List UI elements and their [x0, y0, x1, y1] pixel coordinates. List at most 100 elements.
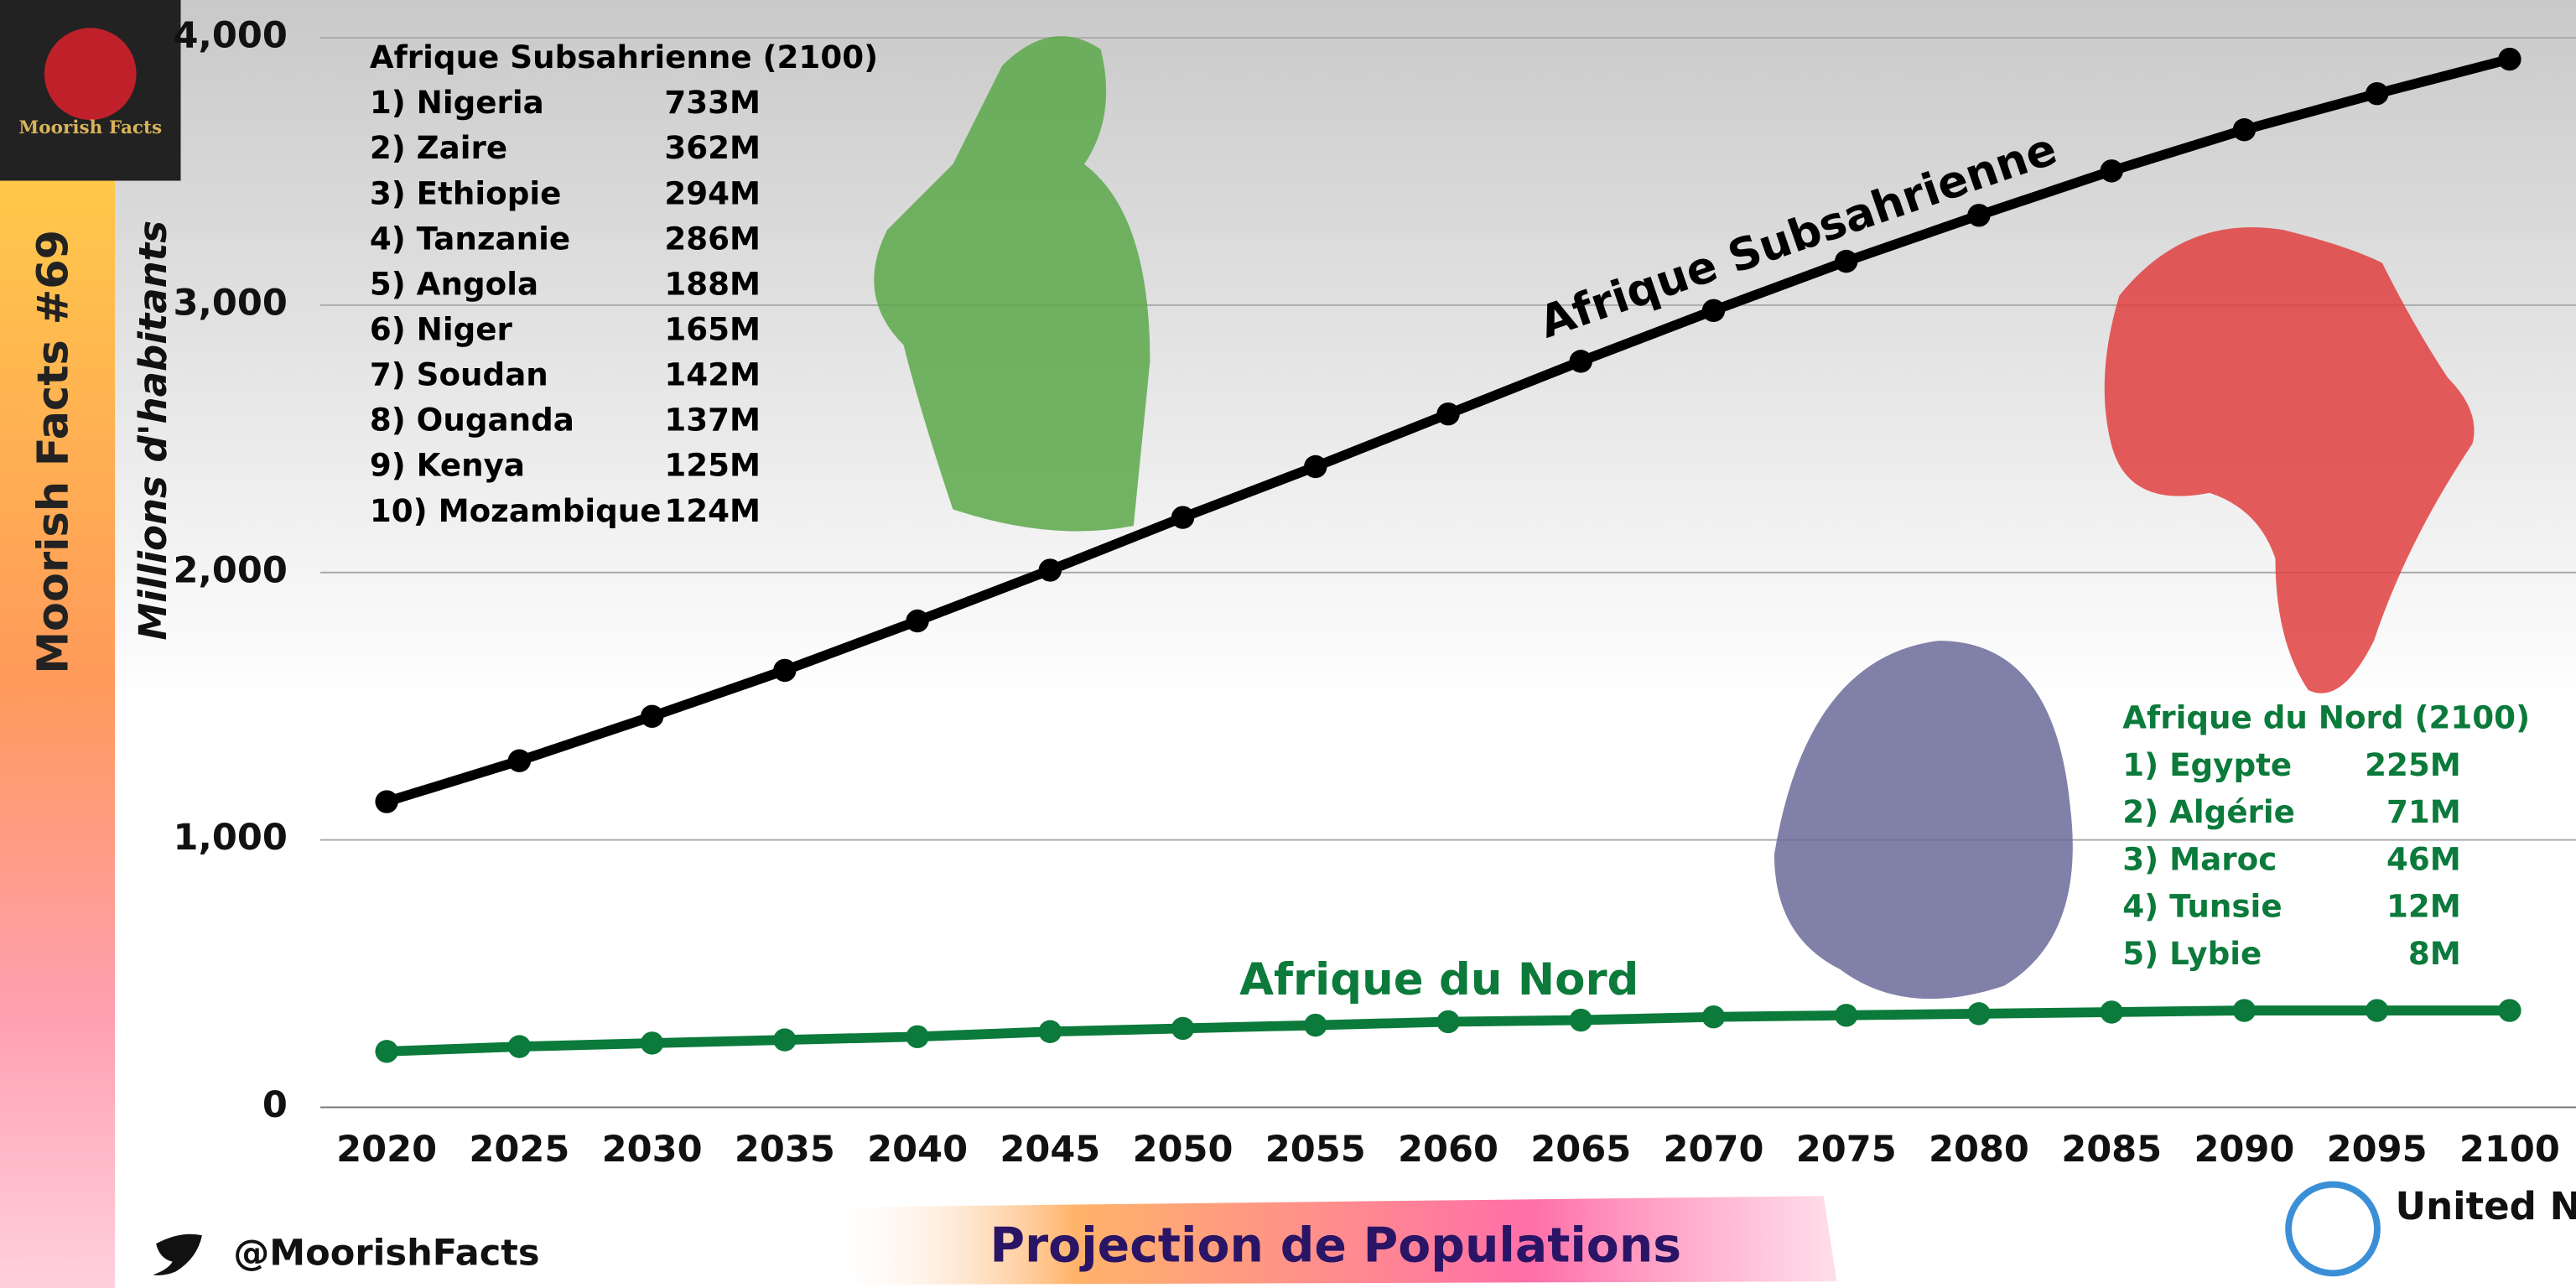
table-title: Afrique Subsahrienne (2100): [370, 39, 878, 75]
data-point: [906, 1025, 929, 1049]
data-point: [2232, 999, 2257, 1022]
x-tick-label: 2085: [2061, 1129, 2162, 1171]
data-point: [1569, 350, 1592, 373]
data-point: [1967, 204, 1991, 227]
data-point: [1038, 1020, 1062, 1043]
table-name: 10) Mozambique: [370, 492, 662, 529]
x-tick-label: 2020: [336, 1129, 437, 1171]
table-name: 9) Kenya: [370, 447, 525, 484]
data-point: [1436, 402, 1460, 426]
x-tick-label: 2065: [1530, 1129, 1631, 1171]
table-value: 12M: [2386, 888, 2461, 925]
x-tick-label: 2025: [469, 1129, 569, 1171]
x-tick-label: 2080: [1929, 1129, 2029, 1171]
un-logo: [2285, 1181, 2381, 1277]
data-point: [1701, 1005, 1726, 1029]
data-point: [2498, 47, 2521, 71]
data-point: [375, 790, 398, 813]
table-name: 7) Soudan: [370, 356, 548, 393]
table-name: 1) Nigeria: [370, 84, 544, 121]
data-point: [1569, 1008, 1592, 1032]
illustration-africa: [2104, 227, 2475, 693]
side-strip: [0, 180, 116, 1288]
x-tick-label: 2100: [2459, 1129, 2560, 1171]
data-point: [1038, 558, 1062, 582]
table-name: 3) Maroc: [2122, 840, 2277, 877]
data-point: [2365, 81, 2389, 106]
table-value: 165M: [664, 310, 761, 347]
y-tick-label: 2,000: [174, 549, 288, 591]
table-value: 124M: [664, 492, 761, 529]
table-name: 5) Angola: [370, 265, 538, 302]
table-name: 3) Ethiopie: [370, 174, 562, 211]
data-point: [1304, 454, 1327, 479]
twitter-icon: [153, 1233, 202, 1275]
table-value: 225M: [2365, 746, 2461, 783]
table-name: 4) Tunsie: [2122, 888, 2282, 925]
series-label: Afrique du Nord: [1239, 954, 1639, 1005]
y-tick-label: 3,000: [174, 282, 288, 324]
x-tick-label: 2035: [735, 1129, 835, 1171]
table-title: Afrique du Nord (2100): [2122, 699, 2530, 736]
data-point: [1304, 1013, 1327, 1037]
x-tick-label: 2060: [1398, 1129, 1498, 1171]
data-point: [1436, 1010, 1460, 1034]
source: United Nations: [2395, 1184, 2576, 1228]
table-value: 733M: [664, 84, 761, 121]
data-point: [1967, 1002, 1991, 1026]
data-point: [2232, 118, 2257, 142]
x-tick-label: 2040: [867, 1129, 968, 1171]
table-value: 125M: [664, 447, 761, 484]
data-point: [773, 1028, 797, 1052]
table-name: 2) Zaire: [370, 129, 507, 166]
data-point: [2100, 1000, 2123, 1024]
table-name: 5) Lybie: [2122, 935, 2262, 972]
x-tick-label: 2050: [1133, 1129, 1233, 1171]
logo-text: Moorish Facts: [18, 117, 162, 138]
x-tick-label: 2075: [1796, 1129, 1897, 1171]
x-tick-label: 2030: [602, 1129, 703, 1171]
data-point: [1171, 1016, 1195, 1041]
table-value: 362M: [664, 129, 761, 166]
data-point: [2498, 999, 2521, 1022]
illustration-elder: [1774, 641, 2073, 1000]
chart-title: Projection de Populations: [990, 1218, 1682, 1274]
data-point: [640, 1031, 664, 1055]
table-name: 8) Ouganda: [370, 402, 574, 439]
data-point: [507, 1035, 532, 1058]
handle: @MoorishFacts: [233, 1232, 539, 1274]
data-point: [1701, 299, 1726, 323]
y-tick-label: 4,000: [174, 15, 288, 57]
data-point: [773, 658, 797, 683]
brand: Moorish Facts #69: [29, 230, 79, 674]
table-value: 286M: [664, 220, 761, 257]
illustration-mother: [874, 36, 1150, 532]
data-point: [2365, 999, 2389, 1022]
table-value: 71M: [2386, 793, 2461, 830]
table-value: 188M: [664, 265, 761, 302]
table-value: 46M: [2386, 840, 2461, 877]
x-tick-label: 2095: [2327, 1129, 2428, 1171]
title-brush: [821, 1196, 1837, 1285]
data-point: [640, 704, 664, 729]
y-axis-label: Millions d'habitants: [131, 221, 175, 641]
x-tick-label: 2045: [1000, 1129, 1100, 1171]
table-name: 4) Tanzanie: [370, 220, 570, 257]
x-tick-label: 2055: [1265, 1129, 1366, 1171]
table-name: 1) Egypte: [2122, 746, 2292, 783]
table-value: 142M: [664, 356, 761, 393]
y-tick-label: 1,000: [174, 817, 288, 859]
x-tick-label: 2090: [2194, 1129, 2294, 1171]
table-name: 6) Niger: [370, 310, 513, 347]
logo-emblem: [44, 28, 137, 121]
x-tick-label: 2070: [1664, 1129, 1764, 1171]
data-point: [1835, 1004, 1858, 1027]
table-name: 2) Algérie: [2122, 793, 2295, 830]
data-point: [1171, 506, 1195, 529]
data-point: [375, 1040, 398, 1063]
table-value: 137M: [664, 402, 761, 439]
data-point: [906, 609, 929, 633]
data-point: [2100, 159, 2123, 183]
